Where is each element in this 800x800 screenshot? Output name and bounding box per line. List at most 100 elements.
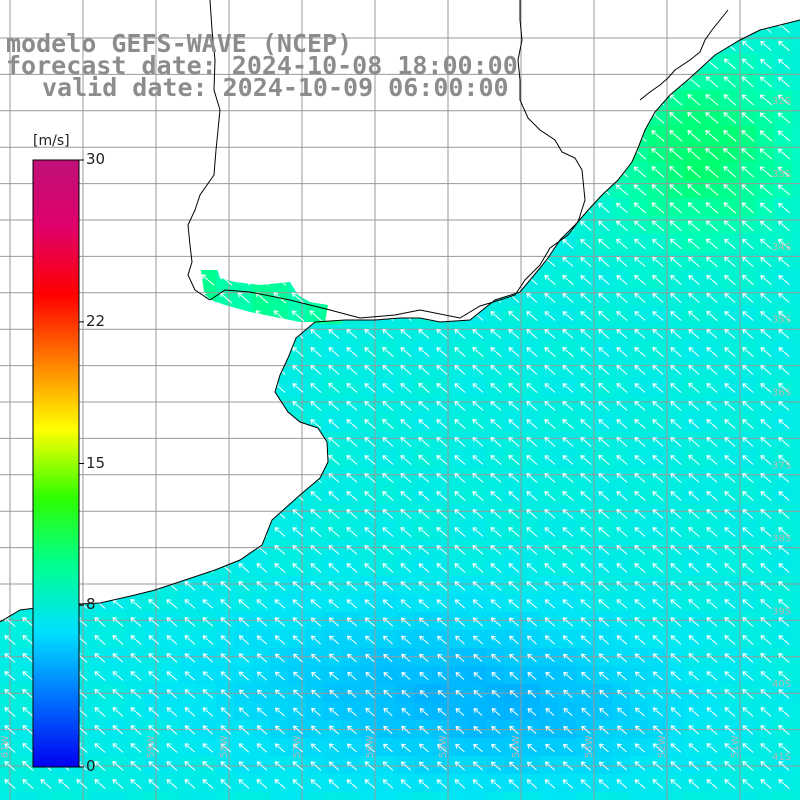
- wind-arrow: [580, 779, 592, 789]
- wind-arrow: [527, 708, 537, 716]
- wind-cell: [234, 486, 252, 504]
- wind-arrow: [436, 545, 448, 555]
- wind-arrow: [544, 527, 556, 537]
- wind-arrow: [688, 527, 700, 537]
- wind-arrow: [544, 419, 556, 429]
- wind-cell: [126, 378, 144, 396]
- wind-arrow: [436, 779, 448, 789]
- wind-arrow: [184, 689, 196, 699]
- wind-arrow: [364, 113, 376, 123]
- wind-arrow: [418, 166, 430, 177]
- wind-cell: [630, 20, 648, 36]
- wind-arrow: [706, 329, 718, 339]
- wind-arrow: [148, 671, 160, 681]
- wind-arrow: [130, 401, 142, 411]
- wind-arrow: [183, 166, 197, 178]
- wind-arrow: [454, 581, 466, 591]
- wind-arrow: [382, 239, 394, 249]
- wind-arrow: [616, 293, 628, 303]
- wind-arrow: [615, 94, 629, 106]
- wind-arrow: [419, 6, 429, 15]
- wind-arrow: [526, 239, 538, 249]
- wind-arrow: [706, 581, 718, 591]
- wind-arrow: [21, 310, 35, 322]
- wind-cell: [342, 216, 360, 234]
- wind-arrow: [418, 293, 430, 303]
- wind-arrow: [58, 401, 70, 411]
- wind-arrow: [292, 563, 304, 573]
- wind-arrow: [634, 437, 646, 447]
- wind-cell: [396, 20, 414, 36]
- wind-arrow: [346, 257, 358, 267]
- wind-arrow: [616, 220, 628, 232]
- wind-arrow: [418, 238, 430, 249]
- wind-arrow: [778, 743, 790, 753]
- wind-arrow: [365, 707, 375, 717]
- wind-arrow: [526, 131, 538, 141]
- wind-arrow: [346, 761, 358, 771]
- wind-arrow: [364, 599, 376, 609]
- wind-arrow: [310, 419, 322, 429]
- wind-arrow: [219, 202, 233, 214]
- wind-arrow: [634, 293, 646, 303]
- wind-arrow: [202, 779, 214, 789]
- wind-cell: [234, 360, 252, 378]
- wind-arrow: [508, 581, 520, 591]
- wind-cell: [72, 378, 90, 396]
- wind-cell: [0, 504, 18, 522]
- wind-cell: [792, 774, 800, 792]
- wind-arrow: [598, 419, 610, 429]
- wind-cell: [162, 378, 180, 396]
- wind-cell: [198, 378, 216, 396]
- wind-arrow: [364, 419, 376, 429]
- wind-arrow: [39, 166, 53, 178]
- wind-cell: [144, 558, 162, 576]
- wind-arrow: [741, 112, 755, 124]
- wind-arrow: [220, 365, 232, 375]
- wind-arrow: [166, 365, 178, 375]
- wind-cell: [666, 54, 684, 72]
- wind-cell: [432, 20, 450, 36]
- wind-arrow: [723, 130, 737, 142]
- wind-arrow: [651, 220, 665, 232]
- wind-arrow: [437, 653, 447, 663]
- wind-arrow: [346, 599, 358, 609]
- wind-arrow: [22, 599, 34, 609]
- wind-arrow: [724, 491, 736, 501]
- wind-arrow: [401, 707, 411, 716]
- wind-cell: [666, 20, 684, 36]
- wind-arrow: [238, 491, 250, 501]
- wind-cell: [234, 198, 252, 216]
- wind-cell: [36, 342, 54, 360]
- wind-arrow: [580, 293, 592, 303]
- wind-arrow: [760, 238, 772, 250]
- wind-arrow: [112, 581, 124, 591]
- wind-arrow: [508, 113, 520, 123]
- wind-arrow: [472, 581, 484, 591]
- wind-arrow: [526, 185, 538, 195]
- wind-cell: [126, 522, 144, 540]
- wind-arrow: [562, 365, 574, 375]
- wind-cell: [324, 792, 342, 800]
- wind-arrow: [94, 689, 106, 699]
- wind-cell: [126, 270, 144, 288]
- wind-arrow: [400, 617, 412, 627]
- wind-arrow: [418, 131, 430, 141]
- wind-arrow: [580, 365, 592, 375]
- wind-arrow: [670, 779, 682, 789]
- wind-arrow: [165, 238, 179, 250]
- wind-arrow: [455, 690, 465, 698]
- wind-arrow: [418, 527, 430, 537]
- wind-cell: [234, 792, 252, 800]
- wind-arrow: [436, 293, 448, 303]
- wind-arrow: [201, 220, 215, 232]
- wind-arrow: [256, 365, 268, 375]
- wind-arrow: [94, 491, 106, 501]
- wind-arrow: [760, 383, 772, 393]
- wind-arrow: [21, 112, 35, 124]
- wind-cell: [486, 0, 504, 18]
- wind-arrow: [580, 275, 592, 285]
- wind-arrow: [760, 617, 772, 627]
- wind-arrow: [165, 292, 179, 304]
- wind-cell: [144, 540, 162, 558]
